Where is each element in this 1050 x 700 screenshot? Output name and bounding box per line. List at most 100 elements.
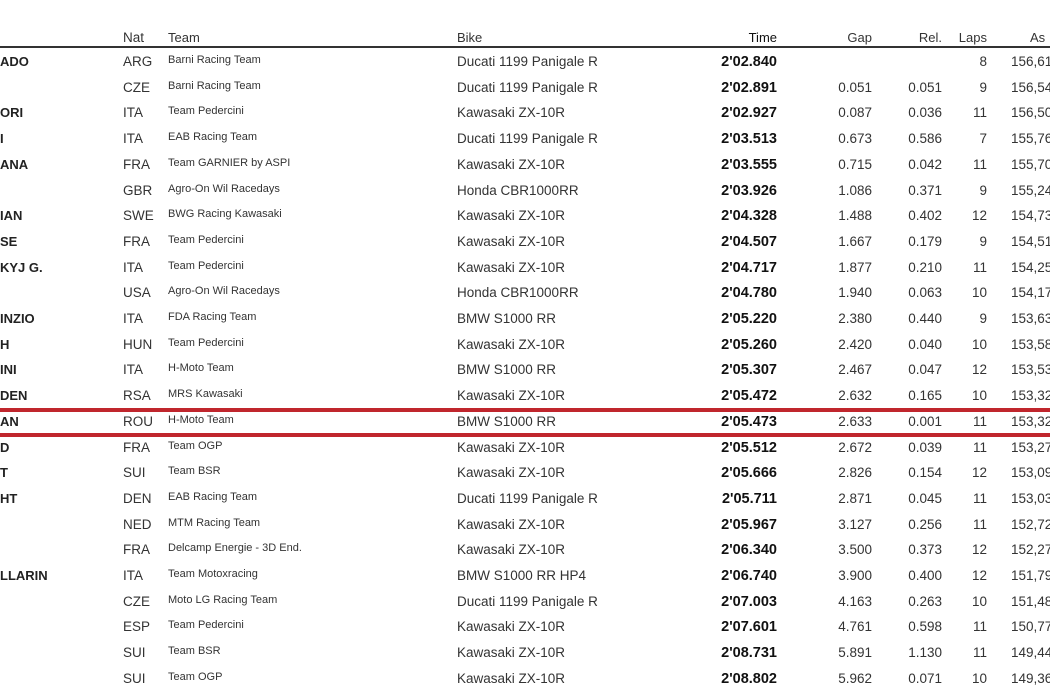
- table-row: ORI ITA Team Pedercini Kawasaki ZX-10R 2'02.…: [0, 105, 1050, 130]
- cell-rel: 0.263: [908, 593, 942, 609]
- cell-bike: Honda CBR1000RR: [457, 182, 579, 198]
- cell-laps: 12: [971, 542, 987, 558]
- header-avg: As: [1030, 30, 1046, 45]
- cell-name: LLARIN: [0, 568, 48, 583]
- cell-team: Team Pedercini: [168, 259, 244, 272]
- cell-rel: 0.373: [908, 542, 942, 558]
- table-row: IAN SWE BWG Racing Kawasaki Kawasaki ZX-10R…: [0, 208, 1050, 233]
- cell-name: I: [0, 131, 4, 147]
- cell-team: Team GARNIER by ASPI: [168, 156, 291, 169]
- cell-avg: 154,25: [1011, 259, 1050, 275]
- cell-rel: 0.154: [908, 465, 942, 481]
- cell-bike: BMW S1000 RR HP4: [457, 568, 587, 583]
- cell-team: H-Moto Team: [168, 413, 234, 426]
- cell-avg: 149,36: [1011, 670, 1050, 686]
- cell-rel: 0.051: [908, 79, 942, 95]
- cell-team: EAB Racing Team: [168, 131, 258, 144]
- cell-gap: 2.632: [838, 388, 872, 404]
- cell-nat: ITA: [123, 362, 143, 378]
- cell-team: Team BSR: [168, 645, 221, 658]
- cell-nat: ESP: [123, 619, 151, 635]
- cell-gap: 4.163: [838, 593, 872, 609]
- table-row: T SUI Team BSR Kawasaki ZX-10R 2'05.666 2.826…: [0, 465, 1050, 490]
- cell-nat: ITA: [123, 568, 143, 583]
- table-row: FRA Delcamp Energie - 3D End. Kawasaki ZX-…: [0, 542, 1050, 567]
- cell-laps: 10: [971, 336, 987, 352]
- cell-bike: Kawasaki ZX-10R: [457, 645, 566, 661]
- cell-rel: 0.039: [908, 439, 942, 455]
- cell-time: 2'04.780: [721, 285, 777, 302]
- cell-bike: BMW S1000 RR: [457, 413, 557, 429]
- cell-team: Team Pedercini: [168, 336, 244, 349]
- cell-bike: Kawasaki ZX-10R: [457, 542, 566, 558]
- cell-gap: 0.051: [838, 79, 872, 95]
- table-row: H HUN Team Pedercini Kawasaki ZX-10R 2'05.26…: [0, 337, 1050, 362]
- cell-laps: 10: [971, 670, 987, 686]
- cell-avg: 153,09: [1011, 465, 1050, 481]
- cell-nat: ITA: [123, 131, 143, 147]
- cell-gap: 0.087: [838, 105, 872, 121]
- table-row: LLARIN ITA Team Motoxracing BMW S1000 RR HP…: [0, 568, 1050, 593]
- cell-laps: 11: [972, 439, 987, 455]
- table-row: SE FRA Team Pedercini Kawasaki ZX-10R 2'04.5…: [0, 234, 1050, 259]
- cell-time: 2'05.220: [721, 311, 777, 327]
- cell-avg: 153,53: [1011, 362, 1050, 378]
- cell-team: Team OGP: [168, 670, 223, 683]
- cell-laps: 10: [971, 593, 987, 609]
- cell-gap: 3.500: [838, 542, 872, 558]
- cell-time: 2'07.003: [721, 593, 777, 610]
- cell-laps: 12: [971, 568, 987, 583]
- cell-nat: NED: [123, 516, 152, 532]
- cell-name: T: [0, 465, 8, 481]
- cell-nat: CZE: [123, 79, 150, 95]
- cell-rel: 0.001: [908, 413, 942, 429]
- cell-gap: 2.420: [838, 336, 872, 352]
- cell-laps: 12: [971, 362, 987, 378]
- cell-bike: Kawasaki ZX-10R: [457, 388, 566, 404]
- cell-rel: 0.598: [908, 619, 942, 635]
- cell-team: Agro-On Wil Racedays: [168, 182, 280, 195]
- header-nat: Nat: [123, 30, 145, 45]
- cell-rel: 0.440: [908, 311, 942, 326]
- cell-time: 2'04.507: [721, 233, 777, 250]
- cell-laps: 9: [979, 311, 987, 326]
- cell-name: HT: [0, 490, 18, 506]
- table-row: AN ROU H-Moto Team BMW S1000 RR 2'05.473 2.63…: [0, 414, 1050, 439]
- cell-avg: 153,03: [1011, 490, 1050, 506]
- cell-time: 2'05.307: [721, 362, 777, 379]
- cell-nat: ARG: [123, 54, 153, 69]
- cell-team: MTM Racing Team: [168, 516, 261, 529]
- cell-team: Team Motoxracing: [168, 568, 258, 580]
- cell-gap: 1.940: [838, 285, 872, 301]
- cell-time: 2'03.555: [721, 156, 777, 173]
- cell-time: 2'03.513: [721, 131, 777, 148]
- cell-avg: 152,27: [1011, 542, 1050, 558]
- table-row: INI ITA H-Moto Team BMW S1000 RR 2'05.307 2.4…: [0, 362, 1050, 387]
- cell-rel: 0.040: [908, 336, 942, 352]
- cell-avg: 151,48: [1011, 593, 1050, 609]
- cell-nat: SUI: [123, 670, 146, 686]
- header-rel: Rel.: [918, 30, 942, 45]
- cell-avg: 153,58: [1011, 336, 1050, 352]
- cell-bike: Ducati 1199 Panigale R: [457, 79, 598, 95]
- cell-team: MRS Kawasaki: [168, 388, 243, 401]
- table-row: SUI Team OGP Kawasaki ZX-10R 2'08.802 5.962 0…: [0, 671, 1050, 696]
- cell-laps: 8: [979, 54, 987, 69]
- cell-rel: 0.165: [908, 388, 942, 404]
- table-row: GBR Agro-On Wil Racedays Honda CBR1000RR 2'…: [0, 183, 1050, 208]
- cell-laps: 9: [979, 182, 987, 198]
- cell-rel: 0.371: [908, 182, 942, 198]
- cell-team: FDA Racing Team: [168, 311, 257, 323]
- cell-team: EAB Racing Team: [168, 490, 258, 503]
- cell-time: 2'04.717: [721, 259, 777, 276]
- cell-nat: HUN: [123, 336, 153, 352]
- cell-avg: 154,51: [1011, 233, 1050, 249]
- cell-gap: 2.633: [838, 413, 872, 429]
- cell-bike: Honda CBR1000RR: [457, 285, 579, 301]
- cell-rel: 0.045: [908, 490, 942, 506]
- cell-time: 2'05.473: [721, 413, 777, 430]
- cell-name: INI: [0, 362, 17, 378]
- header-laps: Laps: [958, 30, 987, 45]
- cell-time: 2'05.711: [721, 490, 777, 507]
- cell-rel: 0.256: [908, 516, 942, 532]
